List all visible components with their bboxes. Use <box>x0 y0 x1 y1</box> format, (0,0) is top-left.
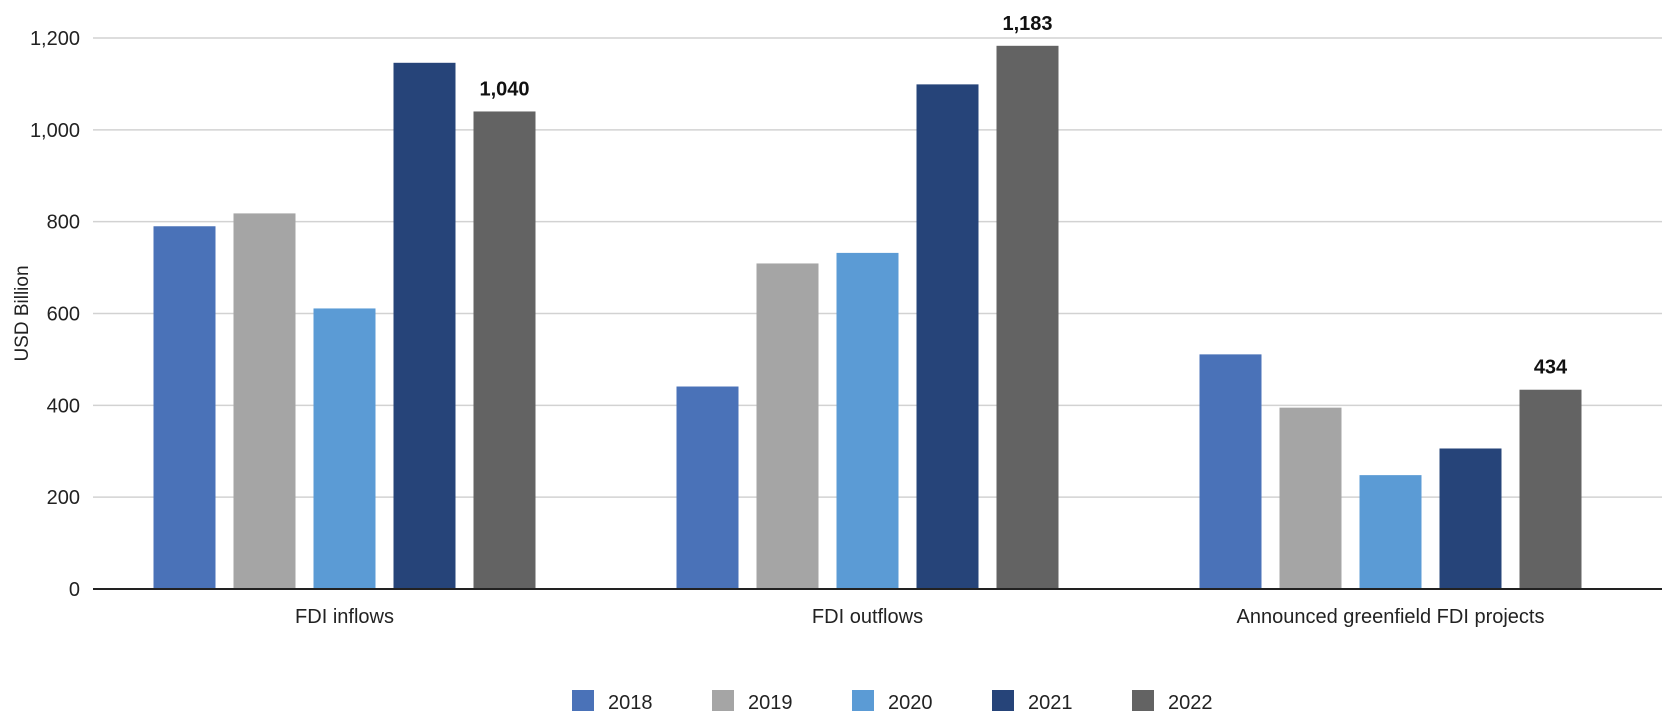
data-label: 434 <box>1534 357 1568 379</box>
y-tick-label: 800 <box>47 212 80 234</box>
legend-label: 2019 <box>748 692 793 711</box>
bar-2018-1 <box>153 226 216 589</box>
category-label: FDI inflows <box>295 606 394 628</box>
bar-2022-2 <box>996 45 1059 589</box>
legend-swatch <box>572 690 594 711</box>
legend-item-2022: 2022 <box>1132 690 1213 711</box>
legend-swatch <box>712 690 734 711</box>
legend-label: 2021 <box>1028 692 1073 711</box>
legend-item-2020: 2020 <box>852 690 933 711</box>
category-labels: FDI inflows FDI outflows Announced greenfi… <box>295 606 1544 628</box>
legend-item-2018: 2018 <box>572 690 653 711</box>
y-tick-label: 1,000 <box>30 120 80 142</box>
bar-2021-2 <box>916 84 979 590</box>
data-label: 1,183 <box>1002 13 1052 35</box>
y-axis-title: USD Billion <box>12 265 33 361</box>
legend-swatch <box>1132 690 1154 711</box>
y-tick-label: 400 <box>47 395 80 417</box>
bar-2018-2 <box>676 386 739 589</box>
bar-2022-3 <box>1519 389 1582 589</box>
bar-2020-2 <box>836 252 899 589</box>
category-label: FDI outflows <box>812 606 923 628</box>
y-tick-label: 0 <box>69 579 80 601</box>
legend: 2018 2019 2020 2021 2022 <box>572 690 1213 711</box>
y-tick-label: 600 <box>47 304 80 326</box>
legend-swatch <box>852 690 874 711</box>
bar-2020-1 <box>313 308 376 589</box>
bar-2022-1 <box>473 111 536 589</box>
bar-2020-3 <box>1359 475 1422 589</box>
bar-2021-1 <box>393 62 456 590</box>
legend-label: 2022 <box>1168 692 1213 711</box>
bar-2021-3 <box>1439 448 1502 589</box>
legend-item-2019: 2019 <box>712 690 793 711</box>
y-tick-label: 200 <box>47 487 80 509</box>
legend-label: 2018 <box>608 692 653 711</box>
legend-label: 2020 <box>888 692 933 711</box>
data-label: 1,040 <box>479 78 529 100</box>
data-labels: 1,040 1,183 434 <box>479 13 1568 379</box>
bar-2019-1 <box>233 213 296 589</box>
bar-2019-2 <box>756 263 819 589</box>
legend-swatch <box>992 690 1014 711</box>
y-tick-label: 1,200 <box>30 28 80 50</box>
y-axis-ticks: 0 200 400 600 800 1,000 1,200 <box>30 28 80 601</box>
bar-2018-3 <box>1199 354 1262 589</box>
bars <box>153 45 1582 590</box>
legend-item-2021: 2021 <box>992 690 1073 711</box>
bar-2019-3 <box>1279 407 1342 589</box>
category-label: Announced greenfield FDI projects <box>1237 606 1545 628</box>
